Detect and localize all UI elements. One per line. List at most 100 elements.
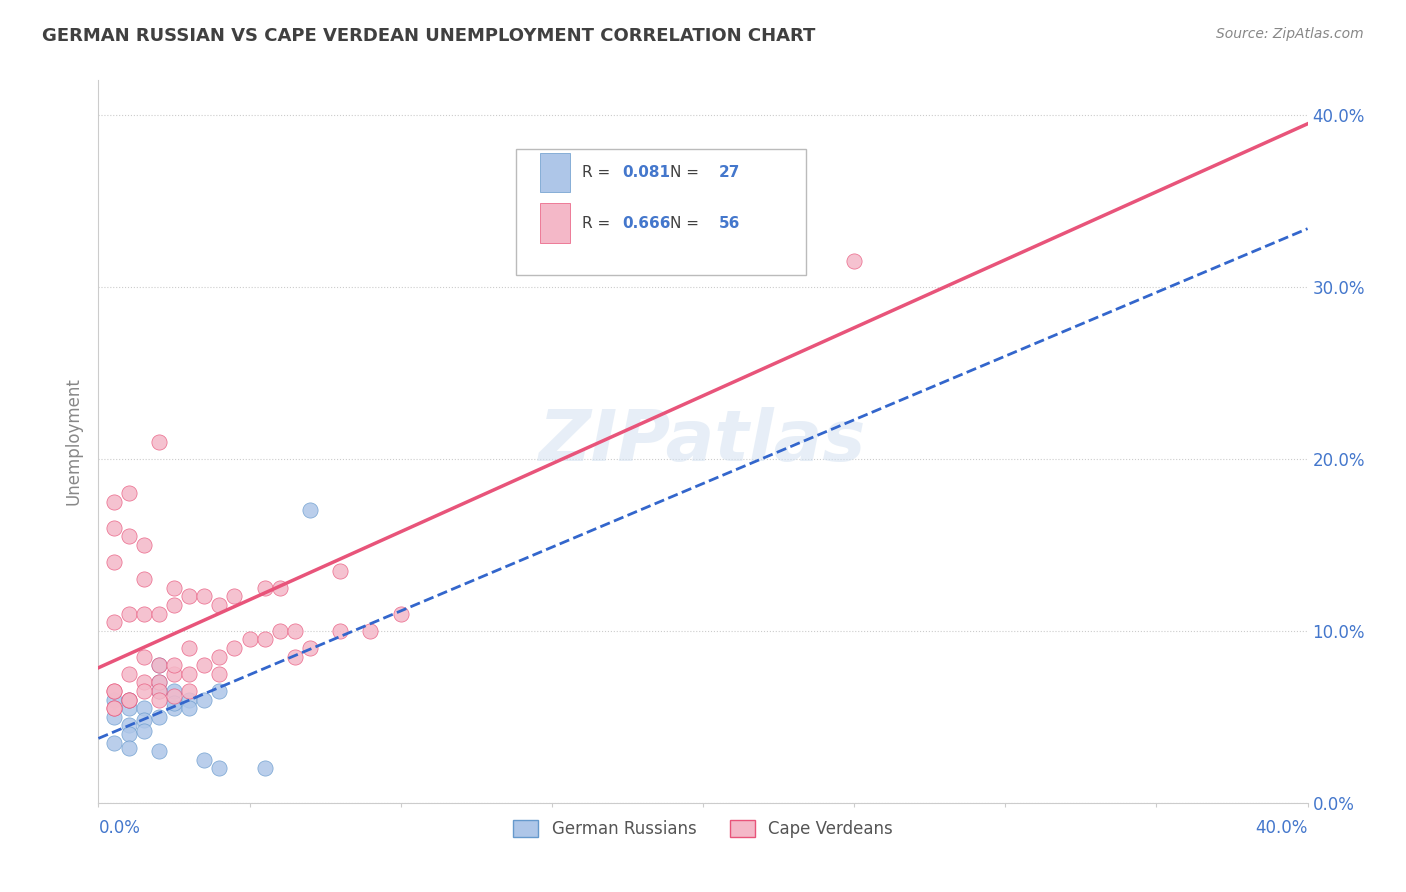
Point [148,675,170,690]
Text: N =: N = [671,164,704,179]
Point [208,666,231,681]
Text: R =: R = [582,216,616,231]
Text: 27: 27 [718,164,740,179]
Text: R =: R = [582,164,616,179]
Point [118,666,141,681]
Point [269,624,291,638]
FancyBboxPatch shape [516,149,806,276]
Point [148,658,170,673]
Point [148,607,170,621]
Point [299,640,322,655]
Point [193,590,215,604]
Point [118,486,141,500]
Point [329,564,352,578]
Point [148,675,170,690]
Text: Source: ZipAtlas.com: Source: ZipAtlas.com [1216,27,1364,41]
Point [118,727,141,741]
Text: 40.0%: 40.0% [1256,820,1308,838]
Point [132,684,155,698]
Point [118,718,141,732]
FancyBboxPatch shape [540,203,569,243]
Point [208,598,231,612]
Point [179,701,201,715]
Point [163,696,186,710]
Text: 56: 56 [718,216,740,231]
Point [284,624,307,638]
Point [148,434,170,449]
Point [179,640,201,655]
Point [284,649,307,664]
Point [163,689,186,703]
Text: 0.666: 0.666 [621,216,671,231]
Text: ZIPatlas: ZIPatlas [540,407,866,476]
Point [148,658,170,673]
Point [103,520,125,534]
Point [253,761,276,775]
Point [208,684,231,698]
Text: N =: N = [671,216,704,231]
Point [844,253,866,268]
Point [148,684,170,698]
Point [148,692,170,706]
Point [132,713,155,727]
Text: GERMAN RUSSIAN VS CAPE VERDEAN UNEMPLOYMENT CORRELATION CHART: GERMAN RUSSIAN VS CAPE VERDEAN UNEMPLOYM… [42,27,815,45]
Point [389,607,412,621]
Point [132,607,155,621]
Point [103,555,125,569]
Point [163,581,186,595]
Point [193,692,215,706]
Point [132,538,155,552]
Point [103,692,125,706]
Point [163,684,186,698]
Point [103,701,125,715]
Point [253,581,276,595]
Point [103,615,125,630]
Point [132,649,155,664]
Point [329,624,352,638]
Point [360,624,382,638]
Point [118,692,141,706]
FancyBboxPatch shape [540,153,569,193]
Point [179,692,201,706]
Point [631,245,654,260]
Point [118,692,141,706]
Point [132,701,155,715]
Point [103,494,125,508]
Point [179,590,201,604]
Text: 0.081: 0.081 [621,164,671,179]
Point [132,675,155,690]
Point [103,710,125,724]
Point [208,761,231,775]
Point [103,684,125,698]
Point [193,658,215,673]
Point [163,658,186,673]
Point [208,649,231,664]
Point [239,632,262,647]
Point [118,701,141,715]
Point [179,666,201,681]
Y-axis label: Unemployment: Unemployment [65,377,83,506]
Point [179,684,201,698]
Point [163,666,186,681]
Point [163,701,186,715]
Point [253,632,276,647]
Point [299,503,322,517]
Point [163,598,186,612]
Point [118,740,141,755]
Legend: German Russians, Cape Verdeans: German Russians, Cape Verdeans [506,814,900,845]
Point [103,701,125,715]
Text: 0.0%: 0.0% [98,820,141,838]
Point [148,710,170,724]
Point [103,684,125,698]
Point [118,692,141,706]
Point [269,581,291,595]
Point [103,735,125,749]
Point [118,529,141,543]
Point [224,640,246,655]
Point [132,723,155,738]
Point [224,590,246,604]
Point [193,753,215,767]
Point [118,607,141,621]
Point [132,572,155,586]
Point [148,744,170,758]
